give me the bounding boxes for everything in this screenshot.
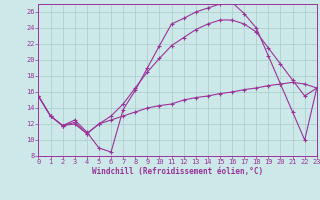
X-axis label: Windchill (Refroidissement éolien,°C): Windchill (Refroidissement éolien,°C) (92, 167, 263, 176)
